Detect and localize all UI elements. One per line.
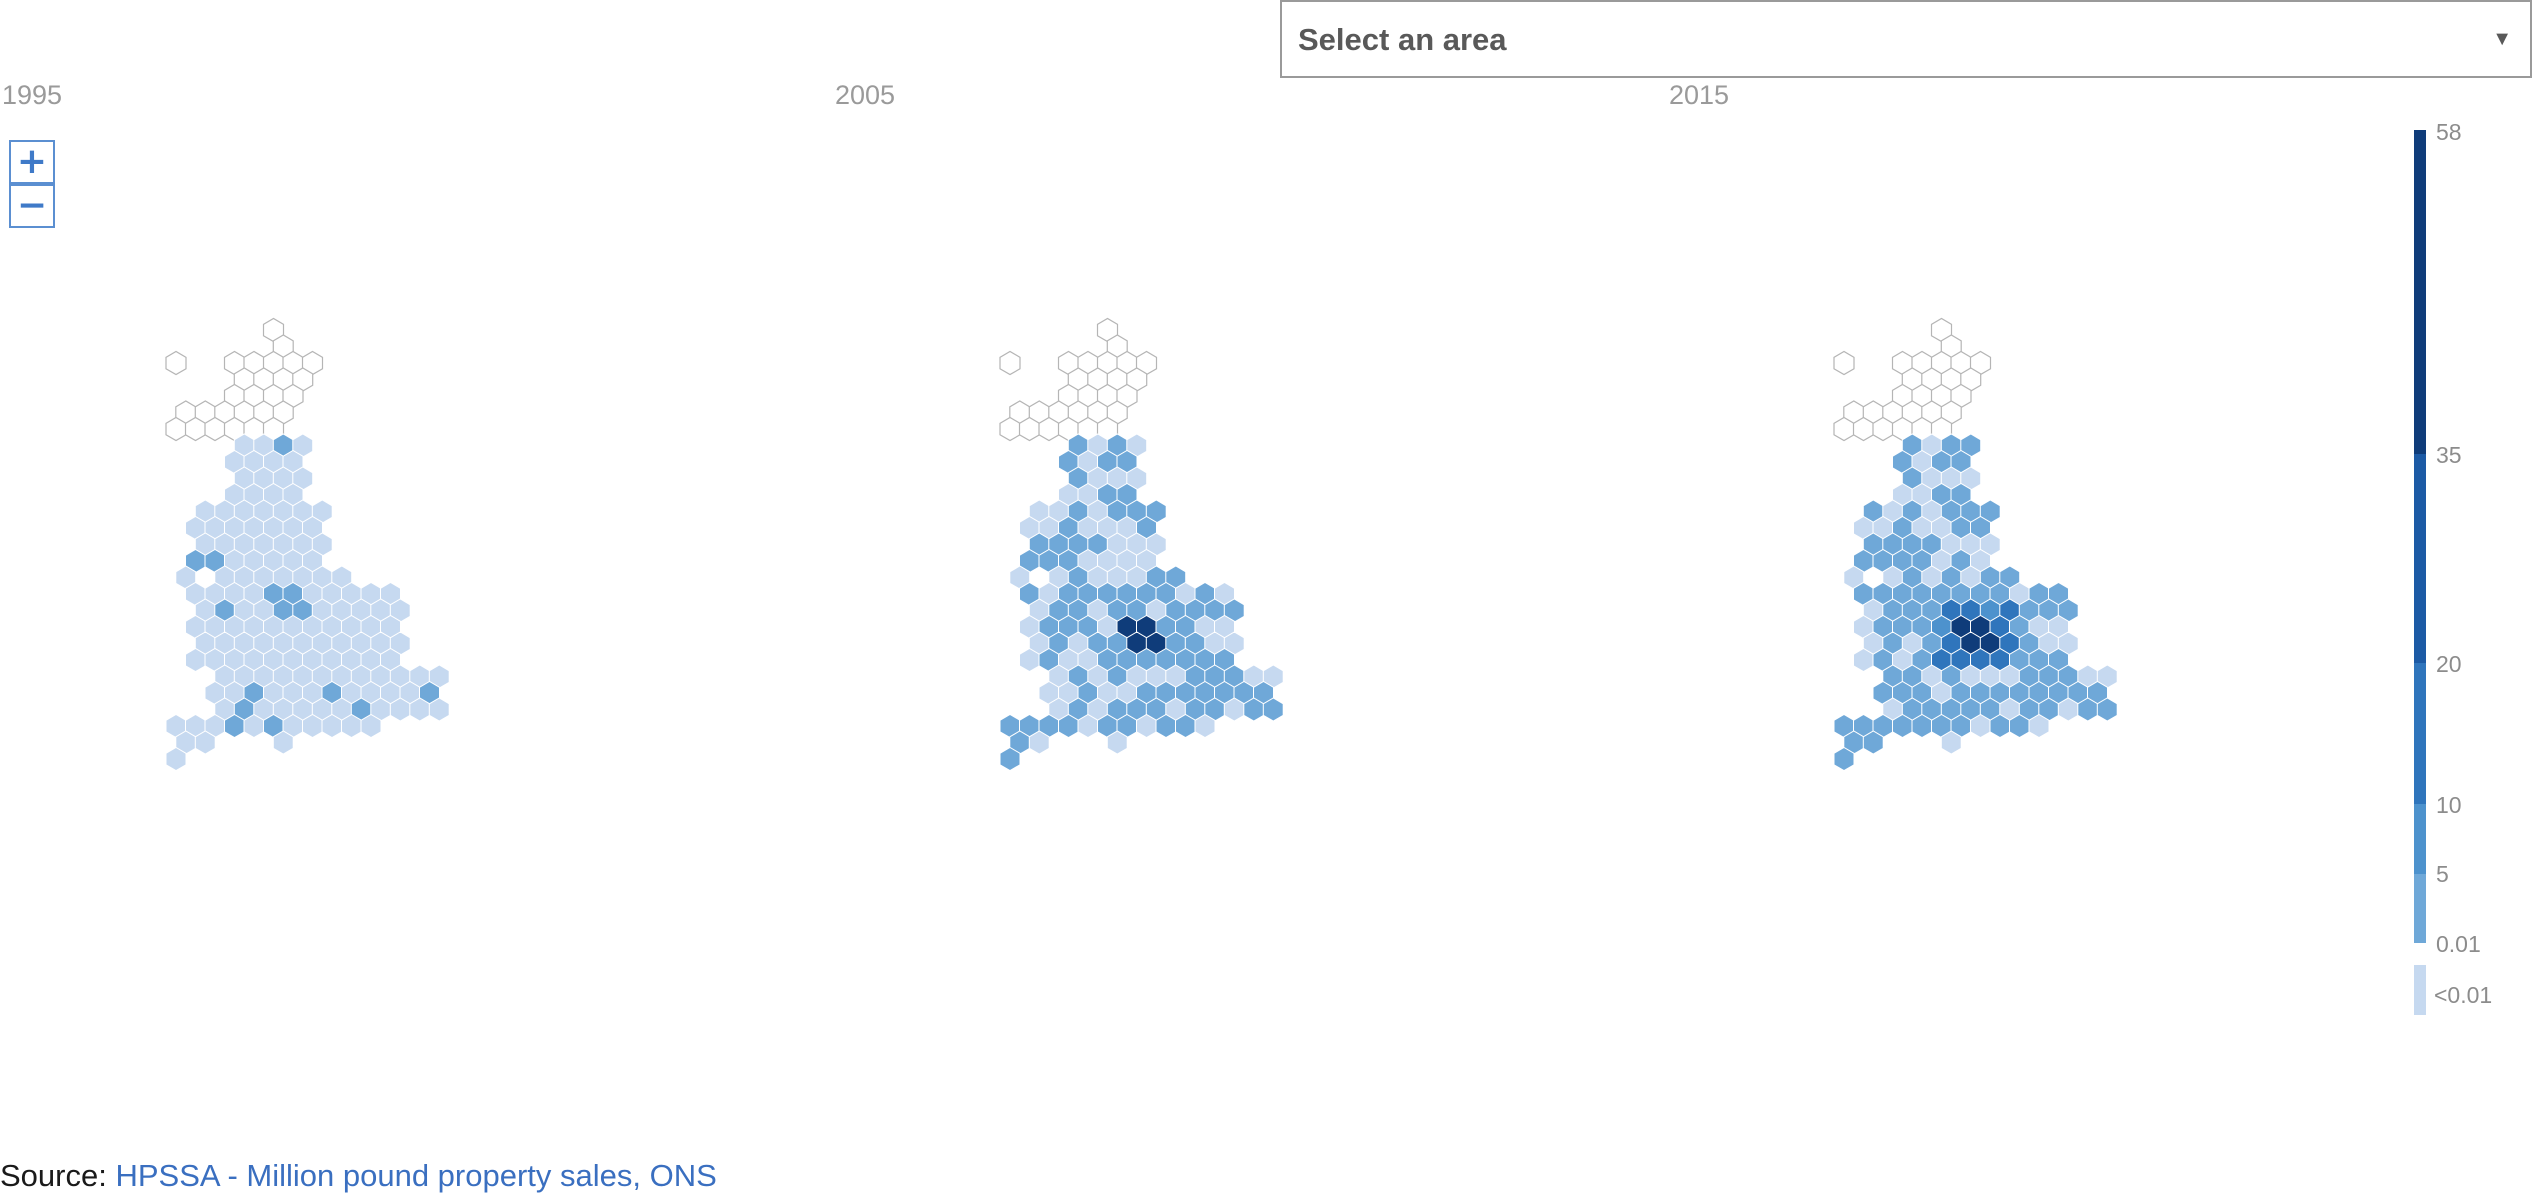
scale-tick-label: 58	[2436, 119, 2462, 145]
hex-cell[interactable]	[1833, 746, 1855, 772]
hex-cell[interactable]	[272, 730, 294, 755]
hex-cell[interactable]	[2096, 697, 2118, 722]
hex-cell[interactable]	[184, 416, 207, 442]
hex-cell[interactable]	[1833, 416, 1855, 442]
hex-cell[interactable]	[1038, 416, 1060, 442]
area-select-value: Select an area	[1298, 22, 1507, 57]
hex-map-2	[999, 317, 1284, 772]
source-prefix: Source:	[0, 1158, 116, 1193]
hex-cell[interactable]	[204, 416, 226, 442]
zoom-in-button[interactable]: +	[9, 140, 55, 184]
scale-tick-label: 5	[2436, 861, 2449, 887]
hex-cell[interactable]	[428, 697, 450, 722]
map-year-label-1: 1995	[2, 80, 63, 110]
hex-cell[interactable]	[999, 416, 1021, 442]
scale-band-5-10	[2414, 804, 2426, 874]
scale-tick-label: 20	[2436, 651, 2462, 677]
hex-cell[interactable]	[1028, 730, 1050, 755]
hex-cell[interactable]	[1852, 416, 1875, 442]
hex-cell[interactable]	[2028, 713, 2050, 739]
scale-tick-label: 0.01	[2436, 931, 2481, 957]
hex-cell[interactable]	[165, 416, 187, 442]
hex-cell[interactable]	[1833, 350, 1855, 376]
scale-band-20-35	[2414, 454, 2426, 663]
area-select[interactable]: Select an area ▼	[1280, 0, 2532, 78]
hex-cell[interactable]	[1940, 730, 1962, 755]
scale-band-001-5	[2414, 874, 2426, 943]
scale-band-35-58	[2414, 130, 2426, 454]
map-year-label-3: 2015	[1669, 80, 1730, 110]
hex-cell[interactable]	[1194, 713, 1216, 739]
hex-cell[interactable]	[1872, 416, 1894, 442]
hex-map-3	[1833, 317, 2118, 772]
scale-band-below	[2414, 965, 2426, 1015]
hex-cell[interactable]	[194, 730, 216, 755]
source-link[interactable]: HPSSA - Million pound property sales, ON…	[115, 1158, 717, 1193]
hex-cell[interactable]	[999, 350, 1021, 376]
hex-map-1	[165, 317, 450, 772]
hex-cell[interactable]	[1018, 416, 1041, 442]
source-note: Source: HPSSA - Million pound property s…	[0, 1158, 717, 1194]
hex-cell[interactable]	[1862, 730, 1884, 755]
map-year-label-2: 2005	[835, 80, 896, 110]
hex-cell[interactable]	[165, 350, 187, 376]
color-scale-legend: 58 35 20 10 5 0.01 <0.01	[2414, 119, 2492, 1015]
hex-cell[interactable]	[165, 746, 187, 772]
scale-below-label: <0.01	[2434, 982, 2492, 1008]
scale-tick-label: 35	[2436, 442, 2462, 468]
hex-cell[interactable]	[360, 713, 382, 739]
zoom-out-button[interactable]: −	[9, 184, 55, 228]
scale-tick-label: 10	[2436, 792, 2462, 818]
chevron-down-icon[interactable]: ▼	[2492, 28, 2512, 50]
scale-band-10-20	[2414, 663, 2426, 804]
hex-cell[interactable]	[999, 746, 1021, 772]
hex-cell[interactable]	[1106, 730, 1128, 755]
hex-cell[interactable]	[1262, 697, 1284, 722]
